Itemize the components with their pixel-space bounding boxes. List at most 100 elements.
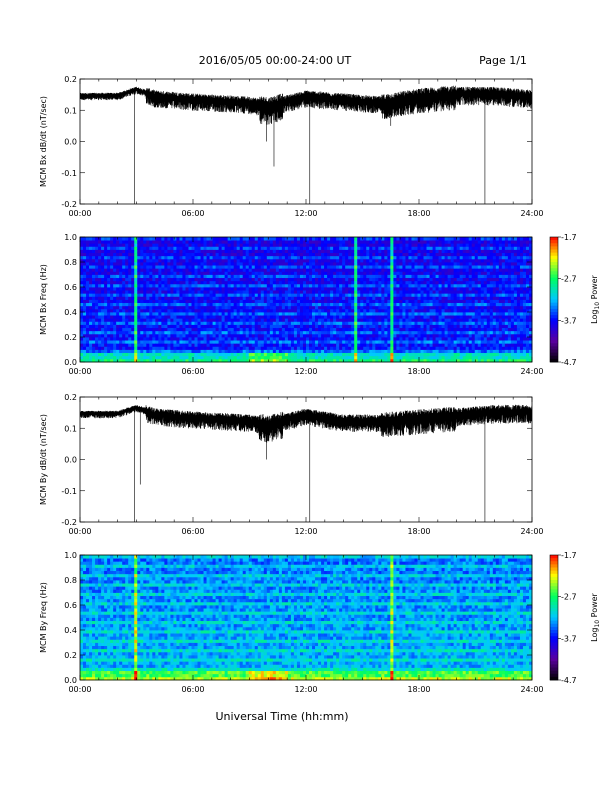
heatmap-cell: [224, 249, 229, 254]
heatmap-cell: [152, 299, 156, 304]
heatmap-cell: [321, 287, 325, 291]
heatmap-cell: [167, 268, 171, 272]
heatmap-cell: [242, 333, 247, 338]
heatmap-cell: [242, 293, 247, 297]
heatmap-cell: [257, 262, 262, 266]
heatmap-cell: [143, 287, 147, 291]
heatmap-cell: [251, 343, 256, 347]
heatmap-cell: [86, 327, 90, 332]
heatmap-cell: [242, 349, 247, 354]
heatmap-cell: [296, 252, 301, 257]
heatmap-cell: [224, 302, 229, 307]
heatmap-cell: [363, 340, 367, 344]
heatmap-cell: [83, 237, 87, 241]
heatmap-cell: [161, 299, 165, 304]
heatmap-cell: [80, 318, 84, 322]
heatmap-cell: [293, 327, 298, 332]
heatmap-cell: [137, 337, 141, 341]
heatmap-cell: [357, 343, 361, 347]
heatmap-cell: [399, 333, 403, 338]
heatmap-cell: [176, 333, 180, 338]
heatmap-cell: [173, 349, 177, 354]
heatmap-cell: [357, 333, 361, 338]
heatmap-cell: [230, 315, 235, 319]
heatmap-cell: [266, 330, 271, 335]
heatmap-cell: [254, 290, 259, 294]
heatmap-cell: [354, 290, 358, 294]
heatmap-cell: [149, 305, 153, 310]
heatmap-cell: [327, 321, 331, 325]
heatmap-cell: [251, 274, 256, 279]
heatmap-cell: [194, 293, 198, 297]
heatmap-cell: [321, 358, 325, 363]
heatmap-cell: [251, 327, 256, 332]
heatmap-cell: [426, 355, 430, 360]
heatmap-cell: [408, 305, 412, 310]
heatmap-cell: [197, 327, 201, 332]
heatmap-cell: [215, 290, 220, 294]
heatmap-cell: [281, 255, 286, 260]
heatmap-cell: [101, 287, 105, 291]
heatmap-cell: [227, 246, 232, 250]
heatmap-cell: [312, 290, 316, 294]
heatmap-cell: [104, 255, 108, 260]
heatmap-cell: [345, 346, 349, 350]
heatmap-cell: [330, 299, 334, 304]
heatmap-cell: [227, 349, 232, 354]
heatmap-cell: [417, 293, 421, 297]
heatmap-cell: [438, 337, 442, 341]
heatmap-cell: [387, 296, 391, 300]
heatmap-cell: [164, 346, 168, 350]
heatmap-cell: [263, 246, 268, 250]
heatmap-cell: [179, 280, 183, 285]
heatmap-cell: [167, 327, 171, 332]
heatmap-cell: [366, 321, 370, 325]
heatmap-cell: [242, 340, 247, 344]
heatmap-cell: [441, 327, 446, 332]
heatmap-cell: [263, 265, 268, 269]
heatmap-cell: [188, 246, 192, 250]
heatmap-cell: [287, 337, 292, 341]
heatmap-cell: [447, 243, 452, 247]
heatmap-cell: [266, 274, 271, 279]
heatmap-cell: [275, 296, 280, 300]
heatmap-cell: [414, 255, 418, 260]
heatmap-cell: [339, 252, 343, 257]
heatmap-cell: [293, 343, 298, 347]
heatmap-cell: [176, 268, 180, 272]
heatmap-cell: [164, 312, 168, 316]
heatmap-cell: [372, 271, 376, 275]
heatmap-cell: [233, 296, 238, 300]
heatmap-cell: [251, 296, 256, 300]
heatmap-cell: [321, 277, 325, 282]
heatmap-cell: [369, 355, 373, 360]
heatmap-cell: [390, 346, 394, 350]
heatmap-cell: [200, 315, 204, 319]
heatmap-cell: [309, 327, 313, 332]
heatmap-cell: [287, 302, 292, 307]
heatmap-cell: [438, 277, 442, 282]
heatmap-cell: [221, 237, 226, 241]
heatmap-cell: [209, 258, 213, 263]
heatmap-cell: [230, 262, 235, 266]
heatmap-cell: [423, 237, 427, 241]
heatmap-cell: [260, 296, 265, 300]
heatmap-cell: [149, 327, 153, 332]
heatmap-cell: [149, 343, 153, 347]
heatmap-cell: [155, 333, 159, 338]
heatmap-cell: [363, 312, 367, 316]
heatmap-cell: [275, 290, 280, 294]
heatmap-cell: [242, 243, 247, 247]
heatmap-cell: [257, 337, 262, 341]
heatmap-cell: [203, 346, 207, 350]
heatmap-cell: [98, 280, 102, 285]
heatmap-cell: [218, 321, 223, 325]
heatmap-cell: [203, 249, 207, 254]
heatmap-cell: [197, 330, 201, 335]
heatmap-cell: [212, 249, 216, 254]
heatmap-cell: [327, 340, 331, 344]
heatmap-cell: [438, 240, 442, 244]
heatmap-cell: [375, 299, 379, 304]
heatmap-cell: [236, 287, 241, 291]
heatmap-cell: [173, 355, 177, 360]
